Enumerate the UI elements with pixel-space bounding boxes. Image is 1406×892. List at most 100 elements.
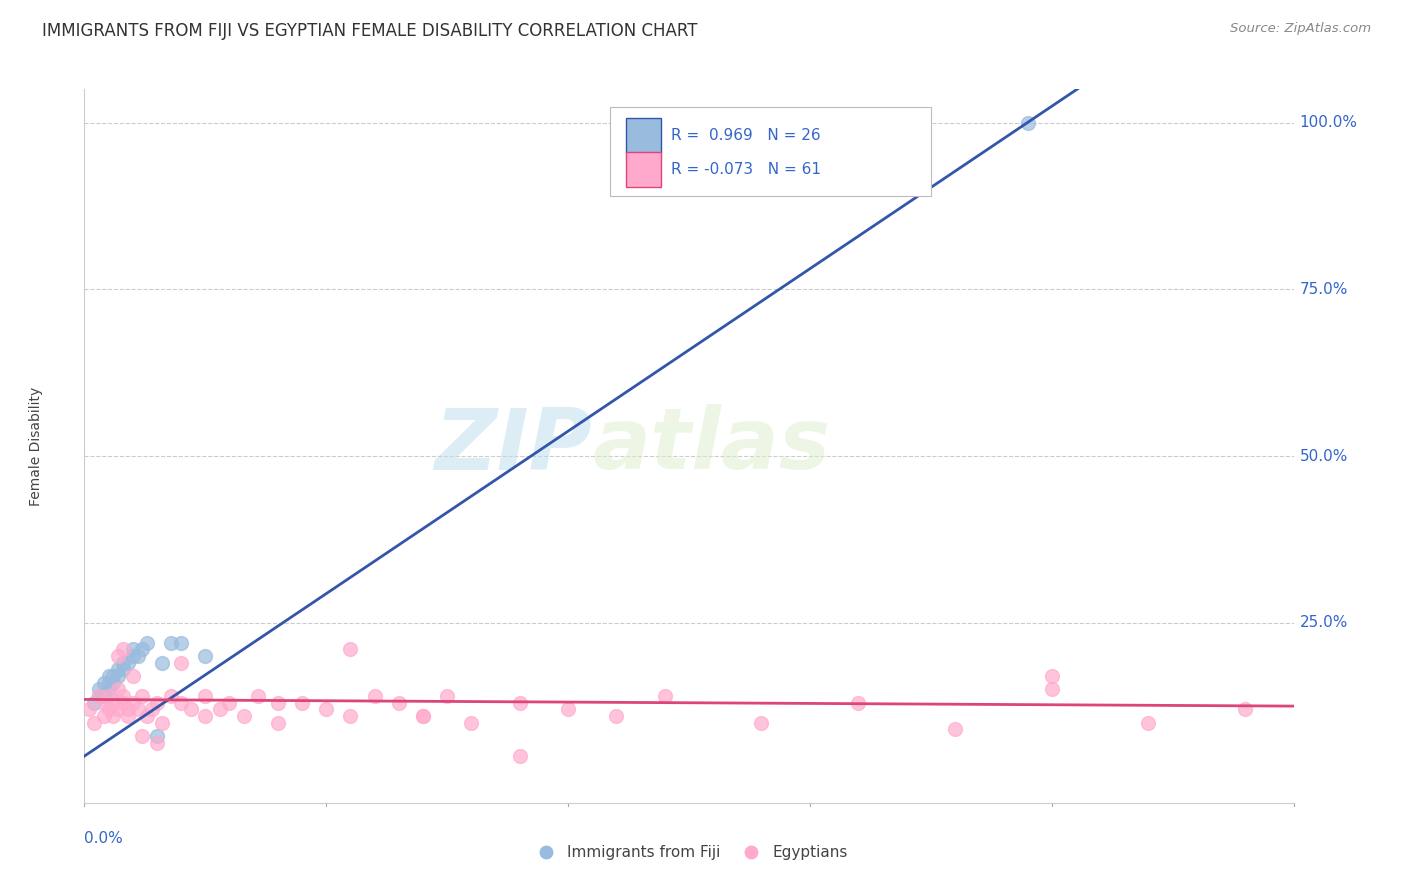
- Point: [509, 749, 531, 764]
- Point: [170, 636, 193, 650]
- Point: [654, 689, 676, 703]
- Point: [121, 649, 143, 664]
- Point: [117, 709, 139, 723]
- Point: [180, 702, 202, 716]
- Point: [136, 709, 159, 723]
- Point: [339, 709, 361, 723]
- Point: [87, 689, 110, 703]
- Point: [509, 696, 531, 710]
- Point: [233, 709, 256, 723]
- Point: [83, 696, 105, 710]
- Point: [83, 715, 105, 730]
- Point: [87, 682, 110, 697]
- Point: [103, 669, 125, 683]
- Point: [107, 662, 129, 676]
- Point: [557, 702, 579, 716]
- Point: [127, 649, 149, 664]
- Text: 100.0%: 100.0%: [1299, 115, 1358, 130]
- Point: [1017, 115, 1039, 129]
- Point: [146, 736, 169, 750]
- Point: [160, 636, 183, 650]
- Point: [170, 696, 193, 710]
- Point: [117, 656, 139, 670]
- Point: [315, 702, 337, 716]
- Legend: Immigrants from Fiji, Egyptians: Immigrants from Fiji, Egyptians: [524, 839, 853, 866]
- Point: [247, 689, 270, 703]
- Point: [103, 675, 125, 690]
- Point: [112, 662, 135, 676]
- Text: ZIP: ZIP: [434, 404, 592, 488]
- Point: [97, 682, 120, 697]
- Point: [97, 675, 120, 690]
- Point: [136, 636, 159, 650]
- Point: [1234, 702, 1257, 716]
- Point: [112, 642, 135, 657]
- Point: [150, 656, 173, 670]
- Point: [146, 696, 169, 710]
- Point: [943, 723, 966, 737]
- Point: [436, 689, 458, 703]
- Text: 50.0%: 50.0%: [1299, 449, 1348, 464]
- Point: [93, 696, 115, 710]
- Point: [93, 689, 115, 703]
- Point: [267, 715, 290, 730]
- Point: [131, 729, 153, 743]
- Point: [93, 709, 115, 723]
- Point: [112, 696, 135, 710]
- Text: atlas: atlas: [592, 404, 831, 488]
- FancyBboxPatch shape: [626, 119, 661, 153]
- Text: 75.0%: 75.0%: [1299, 282, 1348, 297]
- Point: [121, 669, 143, 683]
- FancyBboxPatch shape: [626, 152, 661, 187]
- Point: [97, 689, 120, 703]
- Point: [127, 702, 149, 716]
- Point: [160, 689, 183, 703]
- Point: [1040, 682, 1063, 697]
- Text: Female Disability: Female Disability: [30, 386, 44, 506]
- Point: [97, 702, 120, 716]
- Text: 0.0%: 0.0%: [84, 831, 124, 847]
- Text: 25.0%: 25.0%: [1299, 615, 1348, 631]
- Point: [121, 696, 143, 710]
- Point: [363, 689, 385, 703]
- Point: [412, 709, 434, 723]
- Point: [388, 696, 411, 710]
- Point: [131, 689, 153, 703]
- Point: [208, 702, 231, 716]
- Point: [103, 696, 125, 710]
- Text: IMMIGRANTS FROM FIJI VS EGYPTIAN FEMALE DISABILITY CORRELATION CHART: IMMIGRANTS FROM FIJI VS EGYPTIAN FEMALE …: [42, 22, 697, 40]
- Point: [131, 642, 153, 657]
- Point: [751, 715, 773, 730]
- Text: R =  0.969   N = 26: R = 0.969 N = 26: [671, 128, 821, 143]
- Point: [93, 675, 115, 690]
- Point: [412, 709, 434, 723]
- Point: [460, 715, 482, 730]
- Point: [291, 696, 314, 710]
- Point: [107, 682, 129, 697]
- Point: [150, 715, 173, 730]
- Point: [218, 696, 240, 710]
- Point: [107, 702, 129, 716]
- Point: [112, 656, 135, 670]
- Point: [605, 709, 627, 723]
- Point: [103, 709, 125, 723]
- Text: R = -0.073   N = 61: R = -0.073 N = 61: [671, 161, 821, 177]
- Point: [339, 642, 361, 657]
- Point: [112, 689, 135, 703]
- Point: [97, 669, 120, 683]
- Point: [77, 702, 100, 716]
- Text: Source: ZipAtlas.com: Source: ZipAtlas.com: [1230, 22, 1371, 36]
- Point: [141, 702, 163, 716]
- Point: [1137, 715, 1160, 730]
- Point: [107, 669, 129, 683]
- Point: [194, 649, 217, 664]
- Point: [846, 696, 869, 710]
- Point: [121, 642, 143, 657]
- FancyBboxPatch shape: [610, 107, 931, 196]
- Point: [146, 729, 169, 743]
- Point: [194, 689, 217, 703]
- Point: [107, 649, 129, 664]
- Point: [87, 689, 110, 703]
- Point: [170, 656, 193, 670]
- Point: [194, 709, 217, 723]
